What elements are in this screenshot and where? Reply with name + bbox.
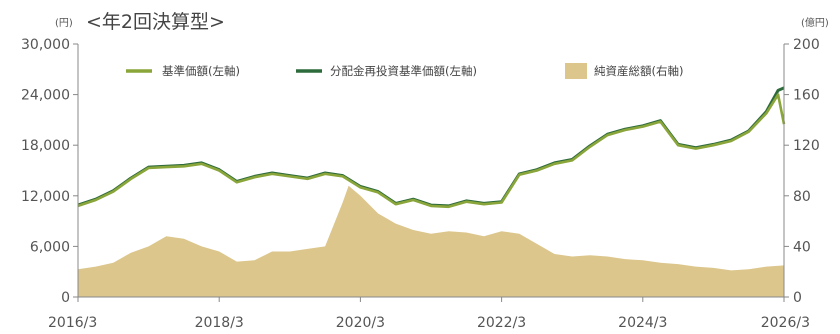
left-tick-label: 24,000 xyxy=(21,88,70,104)
right-tick-label: 80 xyxy=(793,189,811,205)
series-area-net-assets xyxy=(78,185,784,297)
legend-label-reinvest: 分配金再投資基準価額(左軸) xyxy=(330,64,477,78)
price-lines-layer xyxy=(77,86,786,209)
x-tick-label: 2018/3 xyxy=(195,315,244,331)
assets-area-layer xyxy=(78,185,784,297)
right-tick-label: 160 xyxy=(793,88,820,104)
left-tick-label: 18,000 xyxy=(21,138,70,154)
x-tick-label: 2022/3 xyxy=(477,315,526,331)
x-tick-label: 2020/3 xyxy=(336,315,385,331)
right-tick-label: 120 xyxy=(793,138,820,154)
x-tick-label: 2016/3 xyxy=(48,315,97,331)
legend-swatch-assets xyxy=(565,63,587,79)
x-tick-label: 2024/3 xyxy=(618,315,667,331)
legend-label-assets: 純資産総額(右軸) xyxy=(594,64,683,78)
chart-legend: 基準価額(左軸) 分配金再投資基準価額(左軸) 純資産総額(右軸) xyxy=(126,63,683,79)
left-tick-label: 30,000 xyxy=(21,37,70,53)
left-tick-label: 6,000 xyxy=(30,239,70,255)
left-axis-unit-label: (円) xyxy=(55,18,73,29)
legend-label-nav: 基準価額(左軸) xyxy=(162,64,240,78)
left-tick-label: 12,000 xyxy=(21,189,70,205)
left-tick-label: 0 xyxy=(61,290,70,306)
right-tick-label: 40 xyxy=(793,239,811,255)
chart-title: <年2回決算型> xyxy=(86,11,225,33)
right-axis-unit-label: (億円) xyxy=(801,16,829,29)
series-line-nav xyxy=(77,93,786,209)
series-line-reinvest-nav xyxy=(77,86,785,208)
right-tick-label: 200 xyxy=(793,37,820,53)
axes-layer xyxy=(73,43,789,302)
x-tick-label: 2026/3 xyxy=(761,315,810,331)
tick-labels-layer: 0 6,000 12,000 18,000 24,000 30,000 0 40 80 120 16… xyxy=(21,37,820,331)
right-tick-label: 0 xyxy=(793,290,802,306)
